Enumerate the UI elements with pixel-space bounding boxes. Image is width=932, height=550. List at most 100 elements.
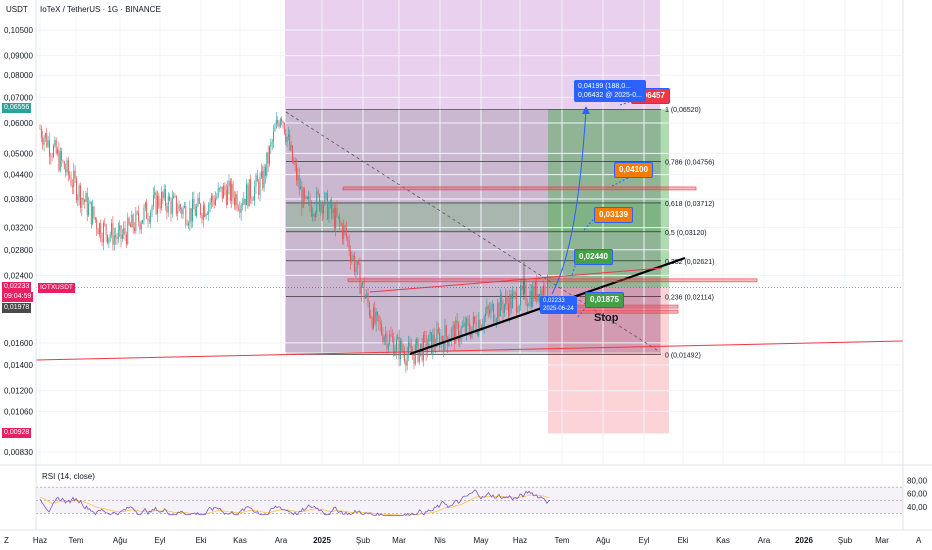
target-connector-0 bbox=[619, 94, 651, 106]
candle-body-235 bbox=[356, 260, 358, 269]
target-tag-3[interactable]: 0,02440 bbox=[574, 249, 613, 265]
candle-body-261 bbox=[391, 336, 393, 338]
candle-147 bbox=[238, 204, 239, 212]
candle-111 bbox=[189, 200, 191, 231]
candle-body-42 bbox=[96, 219, 98, 230]
corner-right-label[interactable]: A bbox=[916, 536, 922, 545]
candle-body-289 bbox=[429, 332, 431, 336]
candle-body-69 bbox=[132, 214, 134, 229]
candle-body-140 bbox=[228, 180, 230, 187]
candle-185 bbox=[289, 129, 291, 151]
candle-body-299 bbox=[443, 340, 445, 351]
candle-body-262 bbox=[393, 337, 395, 356]
candle-body-324 bbox=[476, 331, 478, 336]
price-axis-label-8: 0,03200 bbox=[4, 224, 33, 233]
candle-314 bbox=[463, 316, 465, 328]
candle-body-30 bbox=[80, 185, 81, 208]
candle-body-272 bbox=[406, 353, 408, 366]
candle-164 bbox=[260, 163, 262, 180]
candle-body-96 bbox=[169, 196, 171, 201]
candle-151 bbox=[243, 192, 245, 205]
candle-body-250 bbox=[377, 311, 378, 316]
candle-body-238 bbox=[360, 285, 362, 294]
candle-55 bbox=[113, 227, 115, 251]
candle-100 bbox=[174, 192, 176, 198]
candle-body-21 bbox=[67, 160, 69, 175]
candle-224 bbox=[341, 222, 343, 245]
candle-349 bbox=[510, 290, 512, 314]
candle-104 bbox=[179, 203, 181, 214]
candle-body-120 bbox=[201, 215, 203, 220]
candle-341 bbox=[499, 289, 501, 317]
candle-body-178 bbox=[279, 118, 281, 127]
candle-117 bbox=[197, 192, 199, 208]
corner-left-label[interactable]: Z bbox=[4, 536, 9, 545]
candle-358 bbox=[522, 281, 524, 296]
candle-12 bbox=[55, 137, 57, 155]
candle-339 bbox=[497, 298, 499, 324]
candle-body-121 bbox=[202, 205, 204, 220]
candle-body-369 bbox=[537, 294, 539, 302]
candle-body-204 bbox=[314, 212, 316, 218]
candle-body-179 bbox=[281, 118, 283, 122]
candle-7 bbox=[49, 132, 50, 165]
candle-body-46 bbox=[101, 238, 103, 243]
candle-body-189 bbox=[294, 163, 296, 165]
candle-131 bbox=[216, 193, 218, 201]
candle-body-122 bbox=[204, 205, 206, 217]
target-tag-1[interactable]: 0,04100 bbox=[614, 162, 653, 178]
candle-102 bbox=[177, 203, 179, 221]
candle-body-134 bbox=[220, 186, 222, 189]
candle-122 bbox=[204, 202, 206, 218]
measure-info-box[interactable]: 0,04199 (188,0... 0,06432 @ 2025-0... bbox=[574, 80, 646, 102]
target-tag-4[interactable]: 0,01875 bbox=[585, 292, 624, 308]
candle-body-198 bbox=[306, 196, 308, 199]
candle-360 bbox=[525, 279, 527, 307]
candle-body-186 bbox=[290, 145, 292, 150]
candle-219 bbox=[335, 202, 337, 237]
candle-body-127 bbox=[211, 195, 212, 203]
candle-body-53 bbox=[111, 223, 112, 235]
candle-357 bbox=[521, 279, 523, 296]
candle-body-181 bbox=[283, 122, 285, 134]
candle-112 bbox=[190, 208, 192, 229]
candle-220 bbox=[336, 200, 338, 218]
candle-68 bbox=[131, 210, 133, 228]
candle-61 bbox=[121, 229, 123, 243]
candle-222 bbox=[339, 213, 341, 231]
candle-120 bbox=[201, 212, 203, 224]
symbol-title[interactable]: IoTeX / TetherUS · 1G · BINANCE bbox=[40, 5, 161, 14]
candle-216 bbox=[331, 196, 333, 220]
candle-9 bbox=[51, 152, 53, 162]
candle-body-16 bbox=[61, 151, 63, 161]
candle-139 bbox=[227, 180, 229, 206]
candle-body-12 bbox=[55, 140, 57, 154]
candle-body-90 bbox=[161, 192, 162, 209]
candle-body-334 bbox=[490, 306, 492, 314]
candle-body-31 bbox=[81, 197, 83, 208]
price-axis-label-14: 0,01060 bbox=[4, 407, 33, 416]
candle-338 bbox=[495, 317, 497, 329]
candle-body-39 bbox=[92, 206, 94, 225]
candle-body-279 bbox=[416, 339, 418, 345]
candle-body-265 bbox=[397, 337, 399, 340]
candle-33 bbox=[84, 198, 85, 209]
candle-92 bbox=[163, 184, 165, 201]
candle-265 bbox=[397, 333, 399, 340]
candle-body-89 bbox=[159, 206, 161, 209]
candle-body-15 bbox=[59, 151, 61, 171]
candle-body-139 bbox=[227, 186, 229, 205]
candle-157 bbox=[251, 196, 253, 205]
time-axis-label-6: Ara bbox=[275, 536, 288, 545]
candle-23 bbox=[70, 171, 72, 187]
time-axis-label-12: Haz bbox=[513, 536, 527, 545]
candle-body-20 bbox=[66, 160, 68, 173]
candle-187 bbox=[292, 144, 293, 164]
target-tag-2[interactable]: 0,03139 bbox=[594, 207, 633, 223]
candle-64 bbox=[125, 231, 127, 249]
candle-body-95 bbox=[167, 196, 169, 213]
candle-body-57 bbox=[116, 237, 118, 239]
candle-body-63 bbox=[124, 228, 126, 235]
